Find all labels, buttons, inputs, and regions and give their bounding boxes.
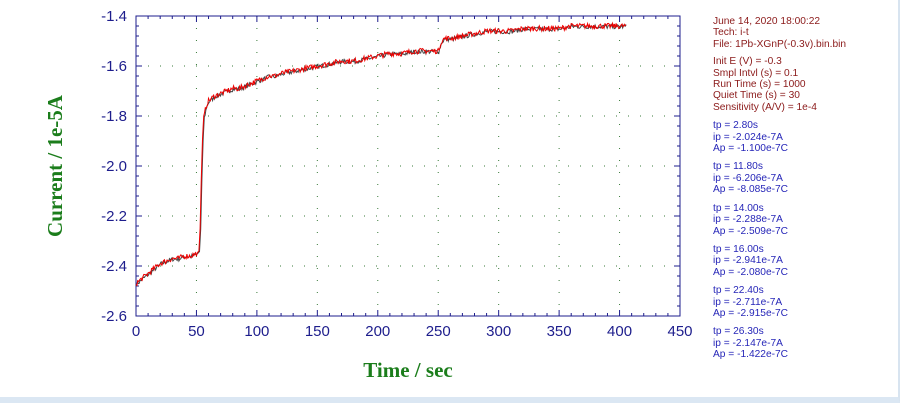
peak-ip: ip = -2.711e-7A <box>713 296 783 308</box>
x-tick-label: 450 <box>667 323 692 340</box>
param-run-time: Run Time (s) = 1000 <box>713 79 806 91</box>
x-tick-label: 350 <box>547 323 572 340</box>
info-header: June 14, 2020 18:00:22 Tech: i-t File: 1… <box>713 16 893 50</box>
x-tick-labels: 0 50 100 150 200 250 300 350 400 450 <box>132 323 693 340</box>
y-tick-label: -2.6 <box>101 308 127 325</box>
peak-result-1: tp = 2.80s ip = -2.024e-7A Ap = -1.100e-… <box>713 120 893 154</box>
param-sample-interval: Smpl Intvl (s) = 0.1 <box>713 67 799 79</box>
y-tick-label: -1.6 <box>101 58 127 75</box>
experiment-info-panel: June 14, 2020 18:00:22 Tech: i-t File: 1… <box>713 16 893 361</box>
peak-tp: tp = 26.30s <box>713 326 764 338</box>
file-name: File: 1Pb-XGnP(-0.3v).bin.bin <box>713 38 847 50</box>
peak-ap: Ap = -1.422e-7C <box>713 349 789 361</box>
y-axis-title: Current / 1e-5A <box>43 94 67 237</box>
x-tick-label: 400 <box>607 323 632 340</box>
peak-result-5: tp = 22.40s ip = -2.711e-7A Ap = -2.915e… <box>713 285 893 319</box>
peak-tp: tp = 11.80s <box>713 161 763 173</box>
y-tick-label: -2.4 <box>101 258 127 275</box>
peak-tp: tp = 14.00s <box>713 202 764 214</box>
peak-tp: tp = 2.80s <box>713 120 759 132</box>
date-time: June 14, 2020 18:00:22 <box>713 16 821 27</box>
peak-ip: ip = -2.147e-7A <box>713 337 783 349</box>
series-shadow-trace <box>136 23 627 287</box>
peak-tp: tp = 22.40s <box>713 285 764 297</box>
y-tick-labels: -1.4 -1.6 -1.8 -2.0 -2.2 -2.4 -2.6 <box>101 8 127 325</box>
peak-ap: Ap = -8.085e-7C <box>713 184 789 196</box>
technique: Tech: i-t <box>713 27 749 39</box>
param-init-e: Init E (V) = -0.3 <box>713 56 782 68</box>
peak-ap: Ap = -2.080e-7C <box>713 266 789 278</box>
y-tick-label: -1.4 <box>101 8 127 25</box>
peak-ap: Ap = -2.509e-7C <box>713 225 789 237</box>
peak-ip: ip = -2.941e-7A <box>713 255 783 267</box>
series-traces <box>135 21 627 287</box>
x-tick-label: 150 <box>305 323 330 340</box>
x-tick-label: 0 <box>132 323 140 340</box>
y-tick-label: -2.2 <box>101 208 127 225</box>
x-tick-label: 200 <box>365 323 390 340</box>
peak-ip: ip = -2.288e-7A <box>713 214 783 226</box>
peak-ap: Ap = -2.915e-7C <box>713 307 789 319</box>
peak-result-3: tp = 14.00s ip = -2.288e-7A Ap = -2.509e… <box>713 203 893 237</box>
plot-area <box>135 15 681 317</box>
peak-result-6: tp = 26.30s ip = -2.147e-7A Ap = -1.422e… <box>713 326 893 360</box>
grid <box>135 15 681 317</box>
x-tick-label: 250 <box>426 323 451 340</box>
peak-ap: Ap = -1.100e-7C <box>713 143 789 155</box>
parameters: Init E (V) = -0.3 Smpl Intvl (s) = 0.1 R… <box>713 56 893 113</box>
param-quiet-time: Quiet Time (s) = 30 <box>713 90 800 102</box>
axis-ticks <box>135 15 681 317</box>
x-axis-title: Time / sec <box>363 358 452 382</box>
peak-result-2: tp = 11.80s ip = -6.206e-7A Ap = -8.085e… <box>713 161 893 195</box>
peak-ip: ip = -6.206e-7A <box>713 172 783 184</box>
series-trace <box>135 21 627 287</box>
x-tick-label: 300 <box>486 323 511 340</box>
y-tick-label: -2.0 <box>101 158 127 175</box>
peak-result-4: tp = 16.00s ip = -2.941e-7A Ap = -2.080e… <box>713 244 893 278</box>
param-sensitivity: Sensitivity (A/V) = 1e-4 <box>713 101 817 113</box>
x-tick-label: 50 <box>188 323 205 340</box>
peak-tp: tp = 16.00s <box>713 243 764 255</box>
y-tick-label: -1.8 <box>101 108 127 125</box>
peak-ip: ip = -2.024e-7A <box>713 131 783 143</box>
x-tick-label: 100 <box>244 323 269 340</box>
